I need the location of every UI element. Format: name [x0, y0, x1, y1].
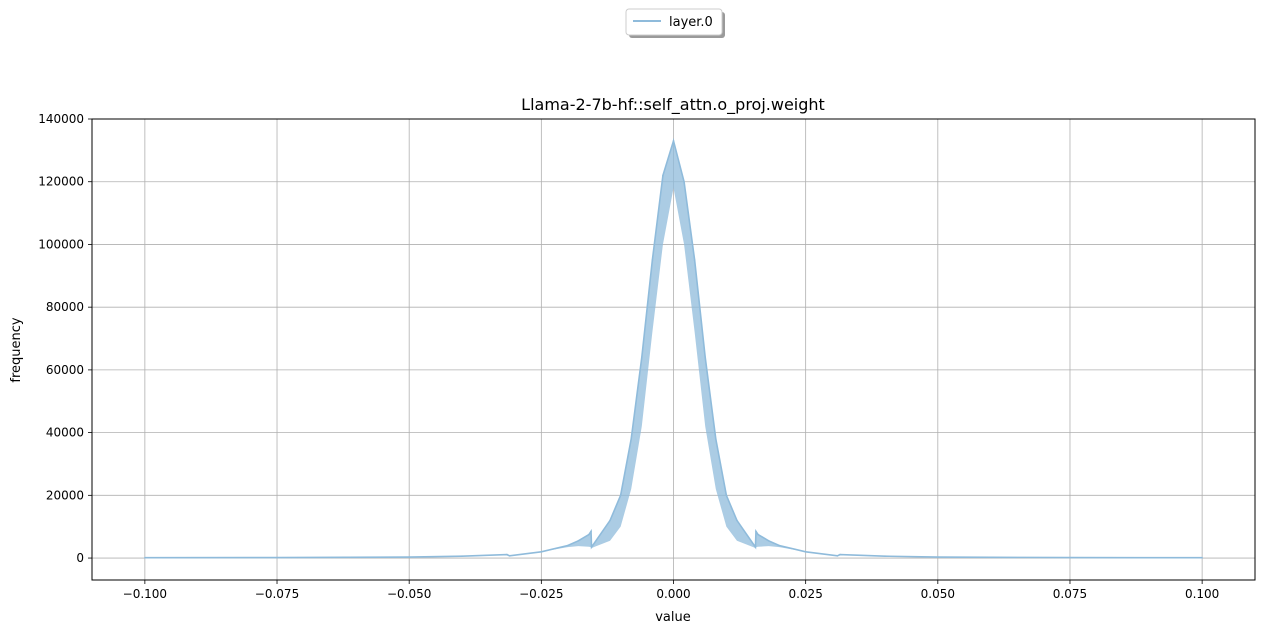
y-tick-label: 0: [76, 551, 84, 565]
x-tick-label: 0.050: [921, 587, 955, 601]
data-point: [276, 556, 278, 559]
legend-box: [625, 8, 723, 36]
x-tick-label: −0.025: [519, 587, 563, 601]
data-point: [662, 174, 664, 177]
data-point: [577, 539, 580, 542]
data-point: [804, 550, 807, 553]
data-point: [1201, 556, 1203, 559]
data-point: [640, 356, 643, 359]
data-point: [778, 544, 781, 547]
data-point: [609, 519, 611, 522]
data-point: [651, 259, 654, 261]
data-point: [755, 530, 757, 533]
series-layer: [144, 138, 1203, 559]
x-tick-label: 0.000: [656, 587, 690, 601]
data-point: [836, 555, 839, 557]
x-tick-label: 0.075: [1053, 587, 1087, 601]
x-tick-label: −0.075: [255, 587, 299, 601]
y-tick-label: 100000: [38, 237, 84, 251]
data-point: [704, 356, 707, 359]
x-tick-label: −0.050: [387, 587, 431, 601]
data-point: [619, 494, 622, 497]
data-point: [725, 494, 728, 497]
data-point: [630, 438, 633, 440]
legend-label: layer.0: [669, 15, 713, 30]
data-point: [506, 553, 508, 556]
data-point: [714, 438, 717, 440]
data-point: [408, 556, 410, 558]
data-point: [461, 555, 463, 557]
data-point: [508, 555, 511, 557]
y-tick-label: 120000: [38, 175, 84, 189]
data-point: [937, 556, 939, 558]
y-axis: 0 20000 40000 60000 80000 100000 120000 140000: [38, 112, 92, 565]
x-axis-label: value: [655, 610, 691, 625]
x-tick-label: −0.100: [123, 587, 167, 601]
data-point: [590, 546, 593, 548]
x-tick-label: 0.100: [1185, 587, 1219, 601]
data-point: [588, 533, 590, 536]
data-point: [839, 553, 841, 556]
y-tick-label: 40000: [46, 426, 84, 440]
data-point: [693, 259, 696, 261]
grid: [92, 118, 1255, 580]
data-point: [1069, 556, 1071, 559]
chart-title: Llama-2-7b-hf::self_attn.o_proj.weight: [521, 95, 825, 115]
y-tick-label: 80000: [46, 300, 84, 314]
data-point: [757, 533, 759, 536]
x-axis: −0.100 −0.075 −0.050 −0.025 0.000 0.025 0.050 0…: [123, 580, 1219, 601]
data-point: [683, 180, 685, 183]
y-tick-label: 20000: [46, 488, 84, 502]
x-tick-label: 0.025: [788, 587, 822, 601]
data-point: [590, 530, 592, 533]
y-axis-label: frequency: [9, 317, 24, 383]
data-point: [566, 544, 569, 547]
data-point: [767, 539, 770, 542]
data-point: [540, 550, 543, 553]
legend: layer.0: [625, 8, 725, 38]
y-tick-label: 60000: [46, 363, 84, 377]
data-point: [754, 546, 757, 548]
data-point: [736, 519, 738, 522]
data-point: [884, 555, 886, 557]
y-tick-label: 140000: [38, 112, 84, 126]
data-point: [144, 556, 146, 559]
data-point: [672, 140, 675, 142]
